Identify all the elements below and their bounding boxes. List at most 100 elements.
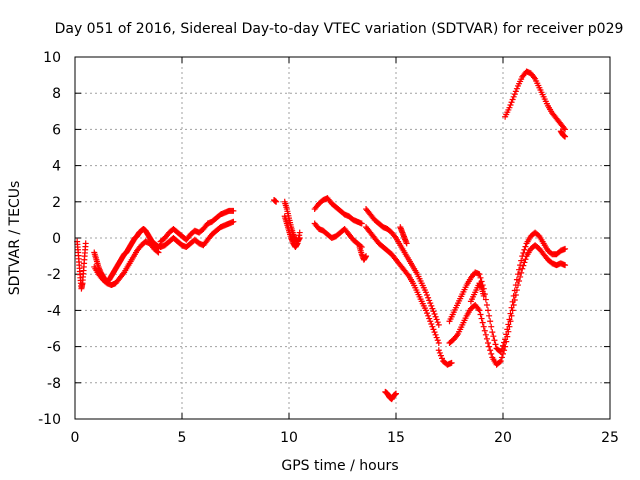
data-point — [82, 240, 89, 247]
data-point — [486, 343, 493, 350]
data-point — [562, 133, 569, 140]
data-point — [519, 265, 526, 272]
y-tick-label: -8 — [47, 376, 61, 392]
y-tick-label: -6 — [47, 340, 61, 356]
series-seg-m — [502, 68, 569, 133]
data-point — [488, 350, 495, 357]
data-point — [560, 125, 567, 132]
data-point — [488, 323, 495, 330]
data-point — [511, 296, 518, 303]
data-point — [431, 329, 438, 336]
data-point — [507, 101, 514, 108]
data-point — [425, 312, 432, 319]
data-point — [516, 277, 523, 284]
y-tick-label: 8 — [52, 86, 61, 102]
y-tick-label: 10 — [43, 50, 61, 66]
data-point — [485, 307, 492, 314]
data-point — [476, 271, 483, 278]
data-point — [434, 319, 441, 326]
data-point — [496, 358, 503, 365]
y-tick-label: -4 — [47, 303, 61, 319]
series-seg-d — [271, 196, 280, 205]
axis-ticks: 0 5 10 15 20 25 -10 -8 -6 -4 -2 0 2 4 6 8 10 — [38, 50, 619, 446]
data-point — [483, 301, 490, 308]
data-point — [480, 292, 487, 299]
data-point — [439, 355, 446, 362]
series-seg-l2 — [446, 242, 569, 368]
data-point — [562, 262, 569, 269]
data-point — [492, 341, 499, 348]
data-point — [403, 240, 410, 247]
data-point — [518, 269, 525, 276]
x-tick-label: 20 — [494, 430, 512, 446]
data-point — [508, 99, 515, 106]
data-point — [296, 229, 303, 236]
series-seg-f — [311, 195, 365, 227]
series-seg-h2 — [363, 224, 442, 346]
data-point — [517, 273, 524, 280]
data-point — [155, 249, 162, 256]
data-point — [432, 313, 439, 320]
data-point — [512, 88, 519, 95]
data-point — [476, 307, 483, 314]
data-point — [436, 349, 443, 356]
data-point — [513, 287, 520, 294]
data-point — [518, 257, 525, 264]
data-point — [433, 334, 440, 341]
series-seg-a — [74, 238, 89, 292]
series-seg-g — [356, 244, 370, 263]
data-point — [431, 311, 438, 318]
data-point — [504, 333, 511, 340]
x-axis-label: GPS time / hours — [281, 458, 398, 474]
data-point — [391, 233, 398, 240]
data-point — [509, 307, 516, 314]
data-point — [479, 319, 486, 326]
data-point — [422, 289, 429, 296]
data-point — [482, 296, 489, 303]
data-point — [502, 343, 509, 350]
y-tick-label: 6 — [52, 122, 61, 138]
data-point — [485, 339, 492, 346]
y-axis-label: SDTVAR / TECUs — [7, 181, 23, 296]
data-point — [428, 320, 435, 327]
data-point — [531, 74, 538, 81]
data-point — [513, 85, 520, 92]
data-point — [435, 339, 442, 346]
data-point — [481, 327, 488, 334]
data-point — [425, 294, 432, 301]
data-point — [478, 315, 485, 322]
data-point — [230, 218, 237, 225]
data-point — [393, 390, 399, 397]
data-point — [477, 274, 484, 281]
data-point — [475, 306, 482, 313]
series-seg-h — [363, 206, 442, 328]
data-point — [487, 318, 494, 325]
series-seg-k — [435, 347, 455, 368]
y-tick-label: 4 — [52, 159, 61, 175]
data-point — [435, 347, 442, 354]
data-point — [497, 358, 504, 365]
series-seg-f2 — [311, 220, 365, 251]
y-tick-label: 2 — [52, 195, 61, 211]
data-point — [514, 282, 521, 289]
data-point — [480, 323, 487, 330]
data-point — [522, 256, 529, 263]
data-point — [429, 323, 436, 330]
data-point — [521, 259, 528, 266]
data-point — [520, 249, 527, 256]
data-point — [562, 126, 569, 133]
series-seg-b2 — [91, 238, 162, 289]
y-tick-label: 0 — [52, 231, 61, 247]
data-point — [507, 318, 514, 325]
data-point — [428, 302, 435, 309]
data-point — [491, 337, 498, 344]
data-point — [506, 323, 513, 330]
series-seg-c — [157, 207, 237, 245]
data-point — [434, 337, 441, 344]
data-point — [435, 321, 442, 328]
data-point — [273, 198, 280, 205]
data-point — [508, 312, 515, 319]
data-point — [437, 352, 444, 359]
